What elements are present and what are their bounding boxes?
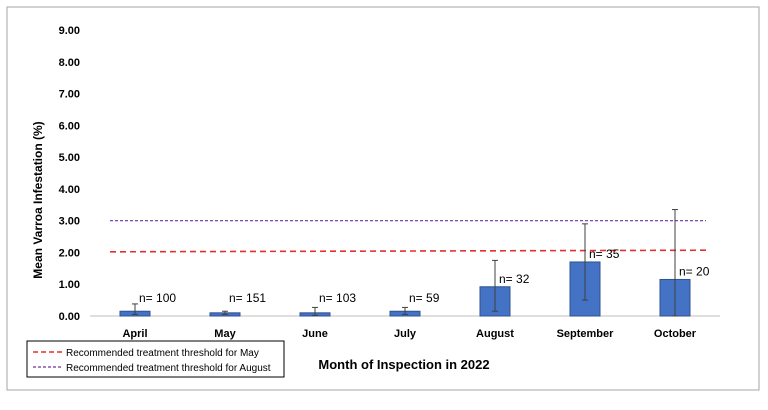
y-tick-label: 1.00: [59, 279, 80, 291]
y-tick-label: 2.00: [59, 247, 80, 259]
x-axis-ticks: April May June July August September October: [122, 328, 696, 340]
legend-box: [26, 340, 285, 378]
x-tick-label: July: [394, 328, 417, 340]
y-tick-label: 3.00: [59, 216, 80, 228]
y-tick-label: 9.00: [59, 25, 80, 37]
data-label: n= 151: [229, 291, 266, 305]
y-axis-ticks: 0.00 1.00 2.00 3.00 4.00 5.00 6.00 7.00 8.00 9.00: [59, 25, 80, 323]
x-tick-label: June: [302, 328, 328, 340]
legend-label-august: Recommended treatment threshold for Augu…: [66, 363, 271, 374]
data-label: n= 32: [499, 272, 530, 286]
data-label: n= 100: [139, 291, 176, 305]
data-label: n= 35: [589, 247, 620, 261]
y-tick-label: 6.00: [59, 120, 80, 132]
legend: Recommended treatment threshold for May …: [26, 340, 285, 378]
y-tick-label: 4.00: [59, 184, 80, 196]
x-tick-label: May: [214, 328, 236, 340]
x-axis-title: Month of Inspection in 2022: [318, 357, 489, 372]
y-tick-label: 0.00: [59, 311, 80, 323]
y-axis-title: Mean Varroa Infestation (%): [31, 121, 45, 278]
data-label: n= 103: [319, 291, 356, 305]
data-label: n= 59: [409, 291, 440, 305]
y-tick-label: 5.00: [59, 152, 80, 164]
x-tick-label: October: [654, 328, 697, 340]
chart-border: [6, 6, 760, 391]
bar-series: n= 100 n= 151 n= 103 n= 59 n= 32 n= 35 n= 20: [119, 209, 710, 317]
legend-label-may: Recommended treatment threshold for May: [66, 348, 259, 359]
x-tick-label: April: [122, 328, 147, 340]
x-tick-label: August: [476, 328, 514, 340]
y-tick-label: 8.00: [59, 57, 80, 69]
data-label: n= 20: [679, 264, 710, 278]
threshold-lines: [109, 220, 707, 253]
x-tick-label: September: [557, 328, 615, 340]
y-tick-label: 7.00: [59, 89, 80, 101]
